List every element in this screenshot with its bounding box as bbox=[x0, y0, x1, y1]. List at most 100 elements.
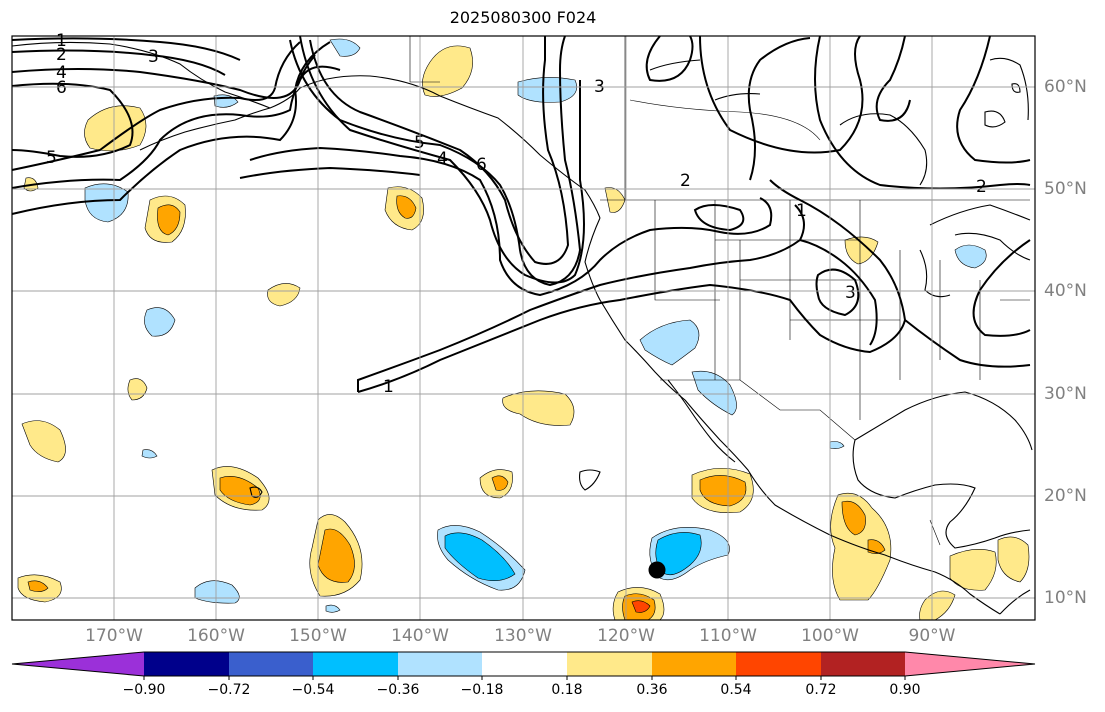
lon-label: 130°W bbox=[494, 626, 552, 646]
contour-line bbox=[875, 35, 911, 122]
coastline bbox=[714, 93, 761, 101]
anomaly-region bbox=[141, 449, 158, 459]
border bbox=[409, 36, 440, 83]
colorbar-segment bbox=[144, 652, 229, 676]
colorbar-tick-label: −0.90 bbox=[122, 682, 166, 698]
contour-label: 6 bbox=[56, 78, 67, 98]
coastline bbox=[839, 113, 928, 186]
anomaly-region bbox=[631, 600, 651, 613]
anomaly-region bbox=[213, 94, 239, 108]
colorbar-segment bbox=[12, 652, 144, 676]
anomaly-region bbox=[84, 105, 147, 152]
coastline bbox=[999, 589, 1031, 615]
anomaly-region bbox=[396, 195, 417, 219]
contour-line bbox=[249, 146, 773, 297]
contour-line bbox=[699, 35, 864, 154]
contour-labels: 1 2 3 4 6 5 5 4 6 3 2 1 3 2 1 bbox=[46, 31, 987, 397]
contour-line bbox=[814, 35, 1031, 190]
anomaly-region bbox=[127, 378, 148, 401]
lat-label: 60°N bbox=[1044, 77, 1087, 97]
lon-label: 160°W bbox=[187, 626, 245, 646]
political-borders bbox=[409, 36, 1030, 546]
anomaly-region bbox=[919, 590, 956, 621]
coastline bbox=[584, 217, 1001, 615]
lon-label: 170°W bbox=[85, 626, 143, 646]
lon-label: 90°W bbox=[908, 626, 956, 646]
contour-label: 3 bbox=[148, 47, 159, 67]
coastline bbox=[954, 232, 1031, 261]
contour-line bbox=[11, 37, 241, 61]
contour-line bbox=[693, 204, 745, 232]
anomaly-region bbox=[444, 532, 516, 582]
contour-label: 1 bbox=[796, 201, 807, 221]
lat-label: 40°N bbox=[1044, 281, 1087, 301]
anomaly-region bbox=[491, 475, 509, 491]
coastline bbox=[249, 486, 263, 498]
anomaly-region bbox=[997, 536, 1030, 583]
colorbar-tick-label: 0.72 bbox=[805, 682, 837, 698]
contour-label: 2 bbox=[976, 177, 987, 197]
gridlines bbox=[12, 36, 1035, 620]
colorbar-tick-label: −0.72 bbox=[207, 682, 251, 698]
contour-line bbox=[815, 268, 860, 317]
coastline bbox=[649, 59, 701, 71]
contour-line bbox=[239, 166, 421, 179]
colorbar-tick-label: 0.54 bbox=[720, 682, 752, 698]
colorbar-segment bbox=[652, 652, 736, 676]
anomaly-region bbox=[502, 390, 575, 426]
anomaly-region bbox=[144, 307, 176, 337]
colorbar-tick-label: 0.36 bbox=[636, 682, 668, 698]
colorbar-segment bbox=[567, 652, 652, 676]
anomaly-region bbox=[844, 236, 879, 265]
contour-label: 1 bbox=[383, 377, 394, 397]
coastline bbox=[989, 57, 1029, 121]
coastline bbox=[667, 379, 736, 463]
contour-line bbox=[309, 36, 570, 265]
anomaly-region bbox=[517, 77, 577, 103]
coastline bbox=[852, 439, 1031, 549]
coastline bbox=[854, 391, 1033, 451]
contour-label: 1 bbox=[56, 31, 67, 51]
contour-line bbox=[956, 35, 1031, 164]
map-frame bbox=[11, 35, 1036, 621]
contour-line bbox=[747, 37, 811, 181]
colorbar-segment bbox=[821, 652, 905, 676]
contour-label: 3 bbox=[845, 283, 856, 303]
colorbar-segment bbox=[482, 652, 567, 676]
contour-line bbox=[904, 319, 1031, 368]
colorbar-segment bbox=[398, 652, 482, 676]
contour-label: 6 bbox=[476, 155, 487, 175]
colorbar-tick-label: −0.18 bbox=[460, 682, 504, 698]
contour-label: 4 bbox=[56, 63, 67, 83]
contour-line bbox=[357, 179, 907, 393]
anomaly-region bbox=[954, 244, 987, 269]
lon-label: 100°W bbox=[801, 626, 859, 646]
border bbox=[629, 99, 821, 141]
anomaly-region bbox=[691, 371, 737, 416]
lat-label: 50°N bbox=[1044, 179, 1087, 199]
contour-line bbox=[799, 239, 878, 346]
border bbox=[654, 200, 720, 301]
anomaly-region bbox=[157, 204, 181, 236]
anomaly-region bbox=[267, 283, 301, 307]
anomaly-region bbox=[841, 501, 866, 536]
lon-label: 140°W bbox=[391, 626, 449, 646]
contour-label: 4 bbox=[437, 149, 448, 169]
colorbar-tick-label: −0.54 bbox=[291, 682, 335, 698]
anomaly-region bbox=[699, 475, 747, 507]
colorbar-tick-label: 0.90 bbox=[889, 682, 921, 698]
contour-label: 2 bbox=[56, 45, 67, 65]
contour-label: 5 bbox=[414, 133, 425, 153]
coastline bbox=[984, 110, 1006, 128]
anomaly-region bbox=[27, 580, 49, 592]
contour-line bbox=[11, 82, 134, 158]
contour-line bbox=[11, 49, 226, 76]
contour-line bbox=[357, 204, 805, 392]
anomaly-region bbox=[329, 38, 361, 57]
anomaly-region bbox=[422, 45, 473, 97]
contour-line bbox=[645, 35, 694, 82]
map-plot-area: 1 2 3 4 6 5 5 4 6 3 2 1 3 2 1 bbox=[11, 31, 1036, 621]
anomaly-region bbox=[21, 420, 66, 463]
lat-label: 20°N bbox=[1044, 486, 1087, 506]
contour-line bbox=[11, 54, 316, 189]
